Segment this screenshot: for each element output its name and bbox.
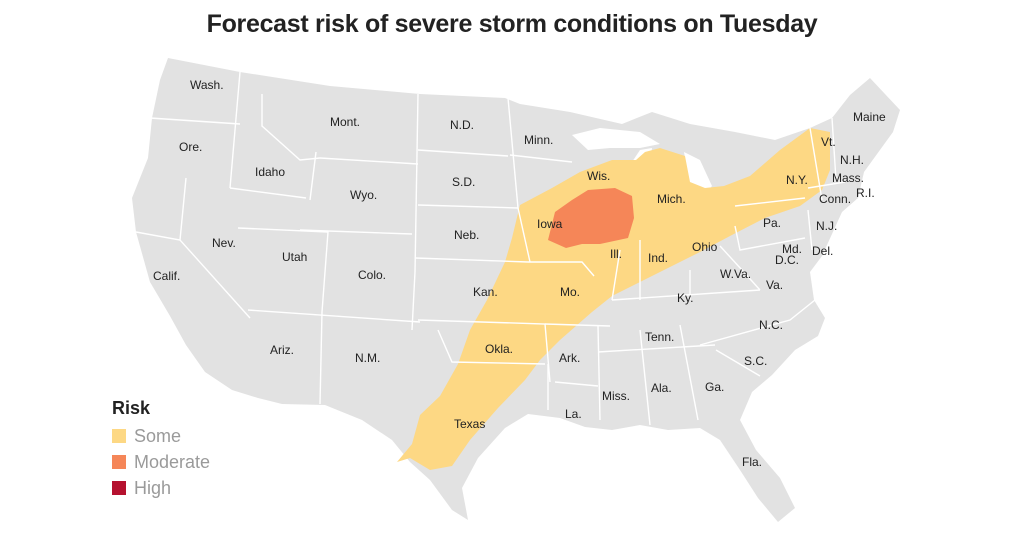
state-label-sd: S.D.: [452, 175, 475, 189]
legend-swatch-moderate: [112, 455, 126, 469]
state-label-ny: N.Y.: [786, 173, 808, 187]
state-label-pa: Pa.: [763, 216, 781, 230]
state-label-sc: S.C.: [744, 354, 767, 368]
state-label-nc: N.C.: [759, 318, 783, 332]
risk-area-moderate: [548, 188, 634, 248]
state-label-ks: Kan.: [473, 285, 498, 299]
state-label-ca: Calif.: [153, 269, 180, 283]
state-label-tx: Texas: [454, 417, 485, 431]
state-label-ma: Mass.: [832, 171, 864, 185]
state-label-ga: Ga.: [705, 380, 724, 394]
legend-item-moderate: Moderate: [112, 449, 210, 475]
state-label-nd: N.D.: [450, 118, 474, 132]
legend-item-some: Some: [112, 423, 210, 449]
state-label-me: Maine: [853, 110, 886, 124]
state-label-az: Ariz.: [270, 343, 294, 357]
state-label-ut: Utah: [282, 250, 307, 264]
lake-superior: [572, 128, 660, 150]
state-label-tn: Tenn.: [645, 330, 674, 344]
state-label-nm: N.M.: [355, 351, 380, 365]
state-label-ky: Ky.: [677, 291, 693, 305]
legend-label-high: High: [134, 477, 172, 498]
state-label-il: Ill.: [610, 247, 622, 261]
state-label-id: Idaho: [255, 165, 285, 179]
state-label-ms: Miss.: [602, 389, 630, 403]
legend-label-moderate: Moderate: [134, 451, 211, 472]
state-label-dc: D.C.: [775, 253, 799, 267]
state-label-ne: Neb.: [454, 228, 479, 242]
state-labels: Wash. Ore. Calif. Idaho Nev. Mont. Wyo. …: [153, 78, 886, 469]
risk-area-some: [397, 128, 830, 470]
legend-swatch-some: [112, 429, 126, 443]
state-label-al: Ala.: [651, 381, 672, 395]
state-label-mo: Mo.: [560, 285, 580, 299]
state-label-ct: Conn.: [819, 192, 851, 206]
state-label-wi: Wis.: [587, 169, 610, 183]
map-title: Forecast risk of severe storm conditions…: [206, 10, 818, 38]
state-label-ar: Ark.: [559, 351, 580, 365]
state-label-wa: Wash.: [190, 78, 224, 92]
state-label-mi: Mich.: [657, 192, 686, 206]
state-borders: [135, 71, 846, 426]
state-label-co: Colo.: [358, 268, 386, 282]
state-label-or: Ore.: [179, 140, 202, 154]
legend-title: Risk: [112, 398, 151, 418]
legend-swatch-high: [112, 481, 126, 495]
state-label-fl: Fla.: [742, 455, 762, 469]
state-label-oh: Ohio: [692, 240, 718, 254]
state-label-in: Ind.: [648, 251, 668, 265]
state-label-va: Va.: [766, 278, 783, 292]
state-label-md: Md.: [782, 242, 802, 256]
state-label-ok: Okla.: [485, 342, 513, 356]
state-label-de: Del.: [812, 244, 833, 258]
state-label-mt: Mont.: [330, 115, 360, 129]
state-label-ri: R.I.: [856, 186, 875, 200]
state-label-ia: Iowa: [537, 217, 563, 231]
state-label-wv: W.Va.: [720, 267, 751, 281]
risk-legend: Risk Some Moderate High: [112, 398, 210, 501]
state-label-wy: Wyo.: [350, 188, 377, 202]
state-label-la: La.: [565, 407, 582, 421]
state-label-nj: N.J.: [816, 219, 837, 233]
state-label-vt: Vt.: [821, 135, 836, 149]
state-label-nh: N.H.: [840, 153, 864, 167]
legend-label-some: Some: [134, 425, 182, 446]
state-label-mn: Minn.: [524, 133, 553, 147]
legend-item-high: High: [112, 475, 210, 501]
state-label-nv: Nev.: [212, 236, 236, 250]
